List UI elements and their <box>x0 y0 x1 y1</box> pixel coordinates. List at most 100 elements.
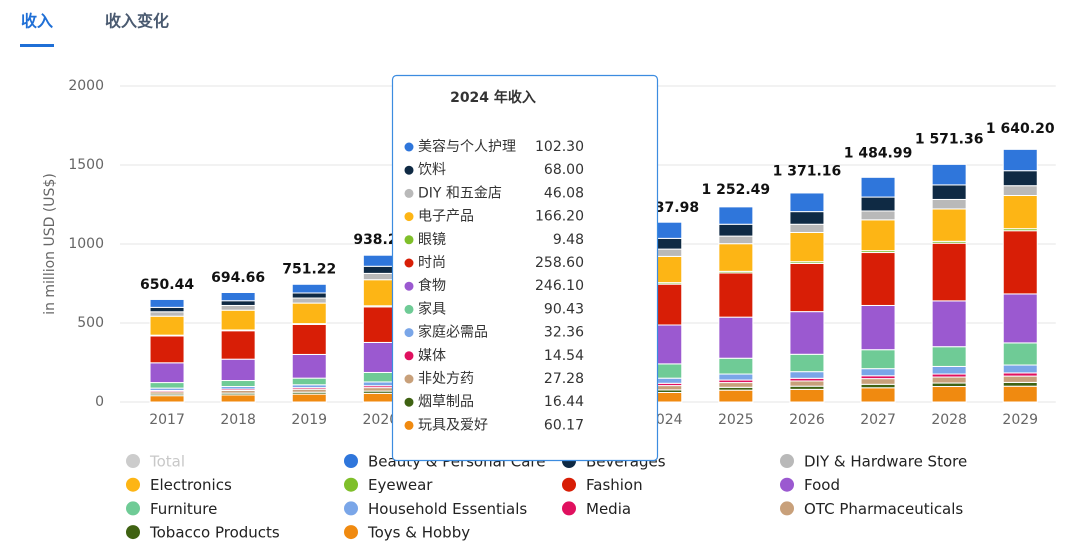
legend-label: Media <box>586 500 631 518</box>
legend-label: Food <box>804 476 840 494</box>
bar-segment <box>931 163 967 186</box>
tooltip-marker <box>404 374 414 384</box>
bar-segment <box>860 196 896 212</box>
tooltip-name: 玩具及爱好 <box>418 417 488 433</box>
bar-segment <box>362 341 398 373</box>
bar-segment <box>860 387 896 403</box>
bar-segment <box>220 358 256 382</box>
legend-label: Total <box>149 453 185 471</box>
legend-item[interactable]: Toys & Hobby <box>344 524 470 542</box>
legend-item[interactable]: DIY & Hardware Store <box>780 453 967 471</box>
tooltip-name: 烟草制品 <box>418 394 474 410</box>
legend-label: Fashion <box>586 476 643 494</box>
legend-item[interactable]: OTC Pharmaceuticals <box>780 500 963 518</box>
legend-marker <box>780 454 794 468</box>
legend-marker <box>344 454 358 468</box>
bar-segment <box>149 298 185 308</box>
tab[interactable]: 收入变化 <box>105 12 169 31</box>
x-tick-label: 2026 <box>789 412 825 428</box>
bar-segment <box>291 283 327 294</box>
x-tick-label: 2017 <box>149 412 185 428</box>
bar-segment <box>291 297 327 304</box>
tab-underline <box>20 44 54 47</box>
bar-segment <box>149 311 185 317</box>
tooltip-name: 时尚 <box>418 255 446 271</box>
tooltip-name: 家具 <box>418 300 446 317</box>
bar-segment <box>718 357 754 375</box>
tooltip-marker <box>404 420 414 430</box>
tooltip-marker <box>404 142 414 152</box>
total-label: 1 371.16 <box>773 163 842 179</box>
tooltip-name: 家庭必需品 <box>418 324 488 341</box>
x-tick-label: 2027 <box>860 412 896 428</box>
bar-segment <box>1002 381 1038 387</box>
tooltip-marker <box>404 212 414 222</box>
tooltip-value: 90.43 <box>544 301 584 317</box>
legend-marker <box>344 477 358 492</box>
bar-segment <box>220 330 256 360</box>
bar-segment <box>1002 170 1038 187</box>
tooltip-name: 媒体 <box>418 348 446 364</box>
tooltip-name: 电子产品 <box>418 209 474 225</box>
bar-segment <box>860 176 896 198</box>
bar-segment <box>789 223 825 233</box>
legend-item[interactable]: Tobacco Products <box>126 524 280 542</box>
tooltip-value: 27.28 <box>544 371 584 387</box>
bar-segment <box>1002 148 1038 172</box>
legend-item[interactable]: Eyewear <box>344 476 433 494</box>
x-tick-label: 2029 <box>1002 412 1038 428</box>
tooltip-marker <box>404 397 414 407</box>
bar-segment <box>291 292 327 299</box>
x-tick-label: 2025 <box>718 412 754 428</box>
legend-marker <box>562 477 576 492</box>
bar-segment <box>860 219 896 252</box>
legend-item[interactable]: Media <box>562 500 631 518</box>
bar-segment <box>789 262 825 313</box>
legend-item[interactable]: Electronics <box>126 476 232 494</box>
bar-segment <box>1002 364 1038 374</box>
y-tick-label: 2000 <box>68 78 104 94</box>
y-tick-label: 500 <box>77 315 104 331</box>
tooltip-name: 食物 <box>418 277 446 294</box>
total-label: 1 571.36 <box>915 132 984 148</box>
bar-segment <box>220 394 256 403</box>
legend-label: OTC Pharmaceuticals <box>804 500 963 518</box>
legend-item[interactable]: Fashion <box>562 476 643 494</box>
tooltip-marker <box>404 235 414 245</box>
tooltip-marker <box>404 188 414 198</box>
tooltip-name: 美容与个人护理 <box>418 138 516 155</box>
bar-segment <box>291 323 327 355</box>
tooltip-name: 非处方药 <box>418 371 474 387</box>
bar-segment <box>860 378 896 385</box>
legend-item[interactable]: Food <box>780 476 840 494</box>
tooltip-name: 饮料 <box>418 162 446 178</box>
bar-segment <box>291 353 327 379</box>
bar-segment <box>931 208 967 242</box>
tooltip-marker <box>404 165 414 175</box>
tooltip-name: DIY 和五金店 <box>418 185 502 201</box>
bar-segment <box>149 335 185 364</box>
tooltip-marker <box>404 328 414 338</box>
legend-item[interactable]: Total <box>126 453 185 471</box>
tooltip-value: 14.54 <box>544 348 584 364</box>
bar-segment <box>789 311 825 355</box>
x-tick-label: 2018 <box>220 412 256 428</box>
bar-segment <box>789 371 825 379</box>
bar-segment <box>220 380 256 388</box>
bar-segment <box>860 349 896 370</box>
tooltip-value: 16.44 <box>544 394 584 410</box>
legend-item[interactable]: Furniture <box>126 500 217 518</box>
total-label: 1 252.49 <box>702 182 771 198</box>
bar-segment <box>1002 230 1038 295</box>
bar-segment <box>291 302 327 325</box>
bar-segment <box>860 368 896 377</box>
total-label: 1 640.20 <box>986 121 1055 137</box>
total-label: 650.44 <box>140 277 194 293</box>
legend-marker <box>562 501 576 516</box>
bar-segment <box>1002 342 1038 366</box>
tooltip-marker <box>404 351 414 361</box>
legend-label: Tobacco Products <box>149 524 280 542</box>
y-axis-label: in million USD (US$) <box>42 173 58 315</box>
legend-item[interactable]: Household Essentials <box>344 500 527 518</box>
tab[interactable]: 收入 <box>21 12 53 31</box>
